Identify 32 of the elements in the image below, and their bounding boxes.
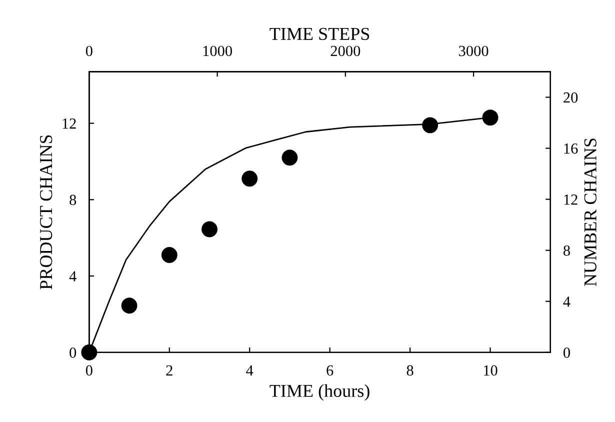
y2-tick-label: 4: [563, 296, 570, 307]
point: [81, 344, 98, 360]
x2-tick-label: 2000: [330, 46, 360, 56]
y2-tick-label: 8: [564, 245, 570, 256]
y-tick-label: 0: [70, 348, 76, 358]
point: [282, 150, 298, 166]
x-tick-label: 0: [86, 365, 92, 376]
y2-tick-label: 0: [564, 348, 570, 358]
x-tick-label: 8: [406, 365, 414, 376]
x-axis-title: TIME (hours): [270, 384, 370, 401]
x2-tick-label: 0: [86, 46, 92, 56]
y2-tick-label: 12: [564, 194, 578, 205]
x-tick-label: 6: [326, 365, 334, 376]
x2-tick-label: 1000: [203, 46, 232, 56]
point: [161, 247, 178, 263]
x-tick-label: 2: [166, 365, 172, 376]
x2-tick-label: 3000: [459, 46, 488, 56]
y-axis-title: PRODUCT CHAINS: [40, 135, 52, 290]
point: [422, 117, 438, 134]
y-tick-label: 12: [62, 118, 76, 129]
x-tick-label: 4: [246, 365, 254, 376]
y2-axis-title: NUMBER CHAINS: [584, 138, 596, 286]
point: [482, 110, 498, 126]
y-tick-label: 4: [69, 271, 76, 282]
y2-tick-label: 20: [564, 92, 578, 103]
y2-tick-label: 16: [564, 143, 578, 154]
point: [121, 298, 138, 314]
x2-axis-title: TIME STEPS: [270, 28, 370, 40]
x-tick-label: 10: [484, 365, 498, 376]
point: [202, 221, 218, 238]
y-tick-label: 8: [70, 194, 76, 206]
point: [242, 170, 258, 187]
